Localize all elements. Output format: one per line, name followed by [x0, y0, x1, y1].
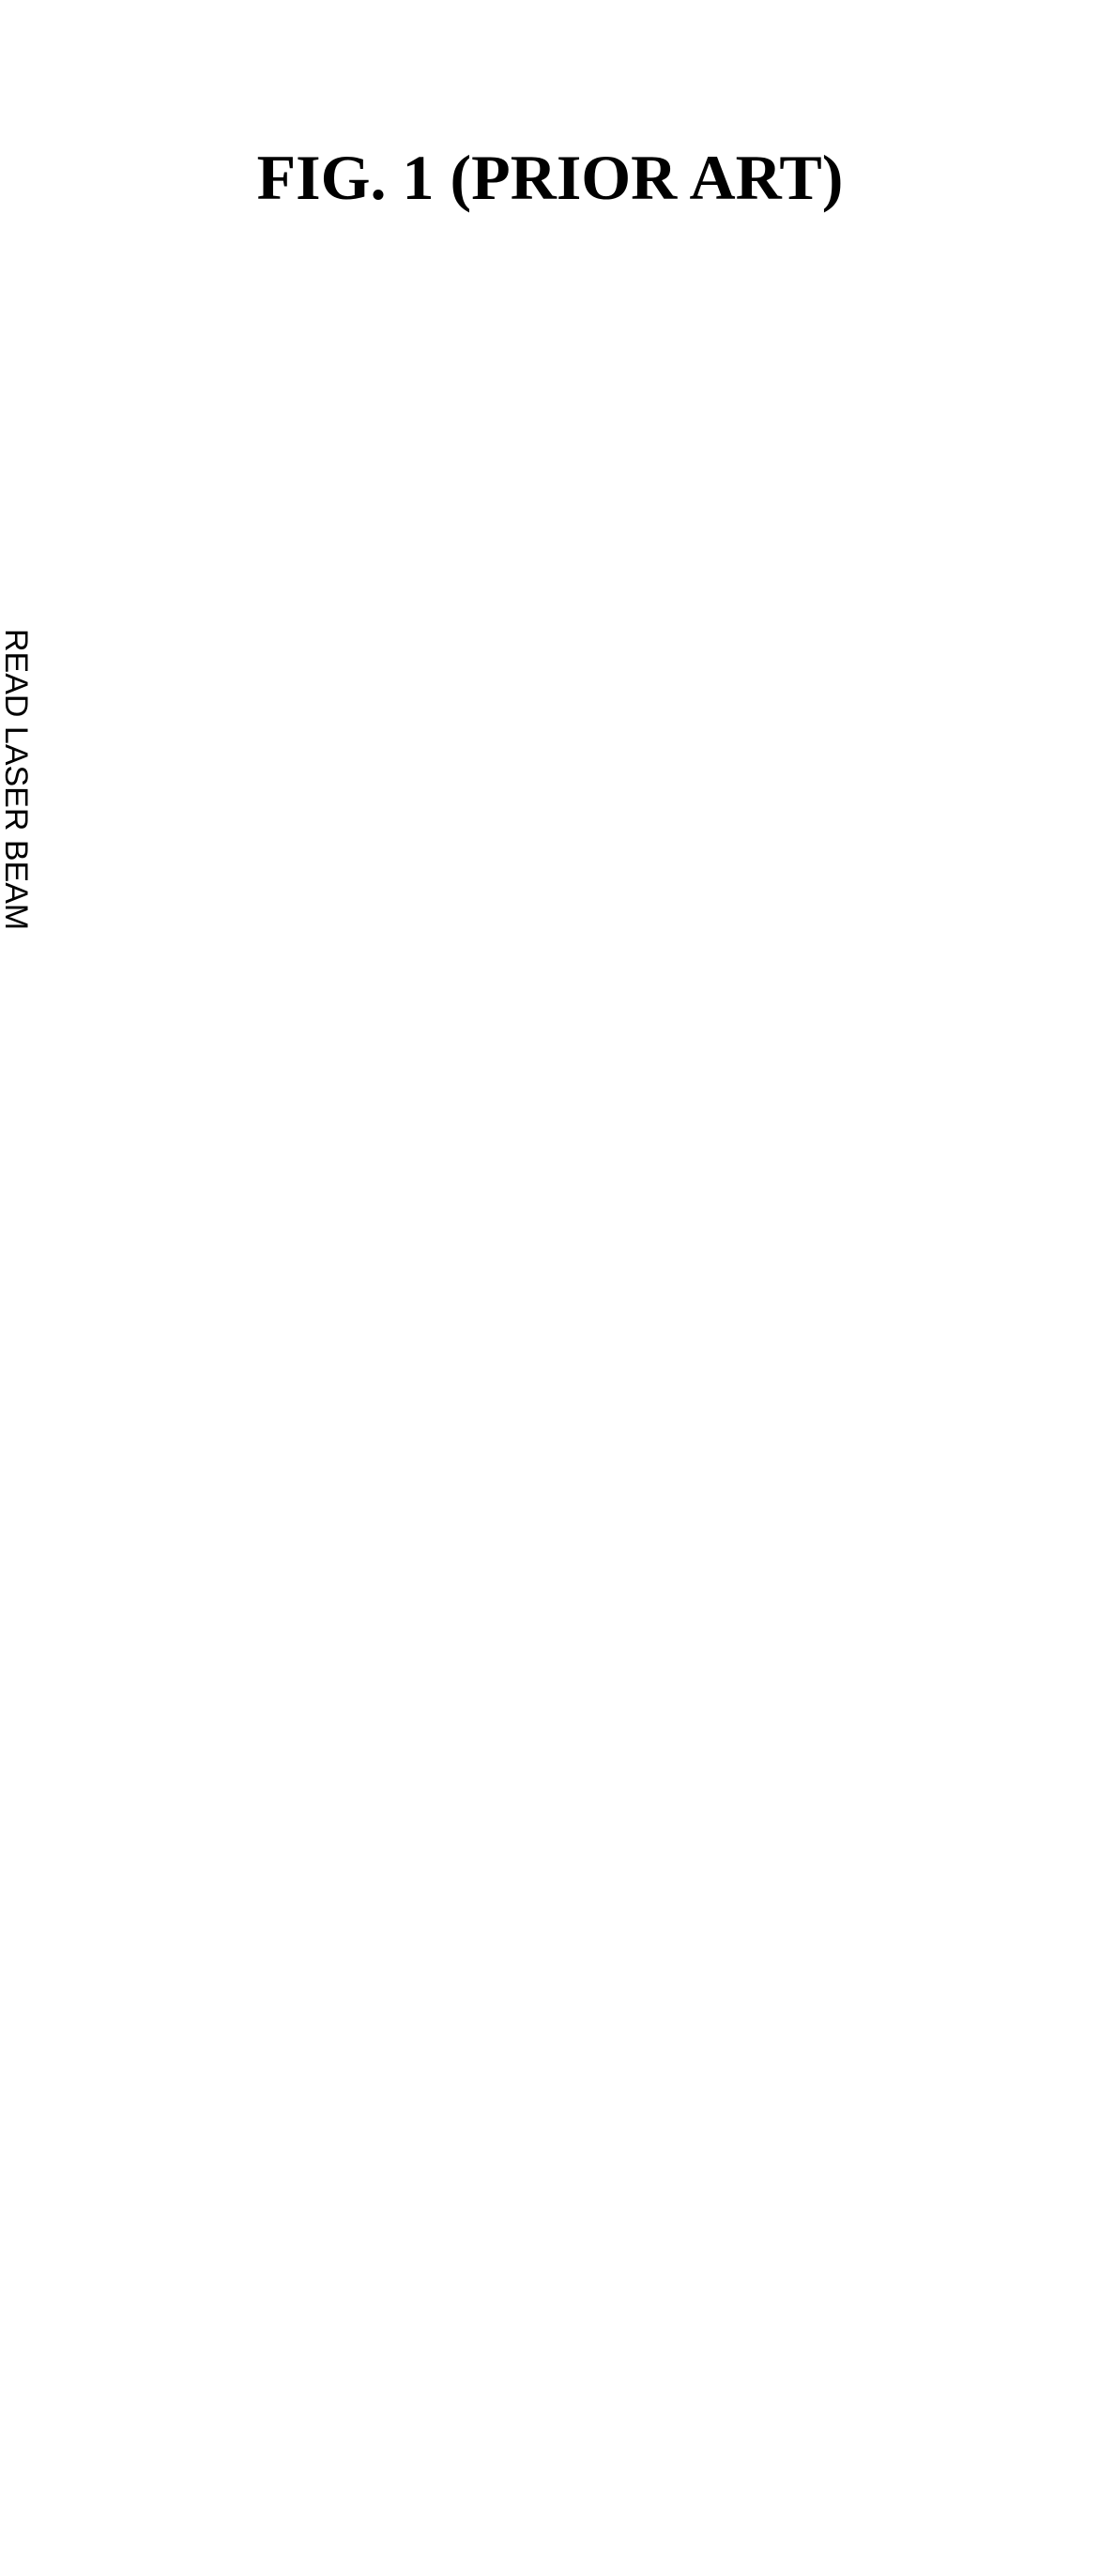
page: FIG. 1 (PRIOR ART) READ LASER BEAMCENTER… — [0, 0, 1100, 2576]
diagram-container: READ LASER BEAMCENTER OF DISC1012141618 — [71, 338, 1100, 1295]
figure-caption: FIG. 1 (PRIOR ART) — [0, 141, 1100, 215]
cross-section-svg: READ LASER BEAMCENTER OF DISC1012141618 — [0, 338, 71, 2365]
laser-beam-label: READ LASER BEAM — [0, 629, 34, 930]
diagram-rotated: READ LASER BEAMCENTER OF DISC1012141618 — [0, 338, 71, 2365]
